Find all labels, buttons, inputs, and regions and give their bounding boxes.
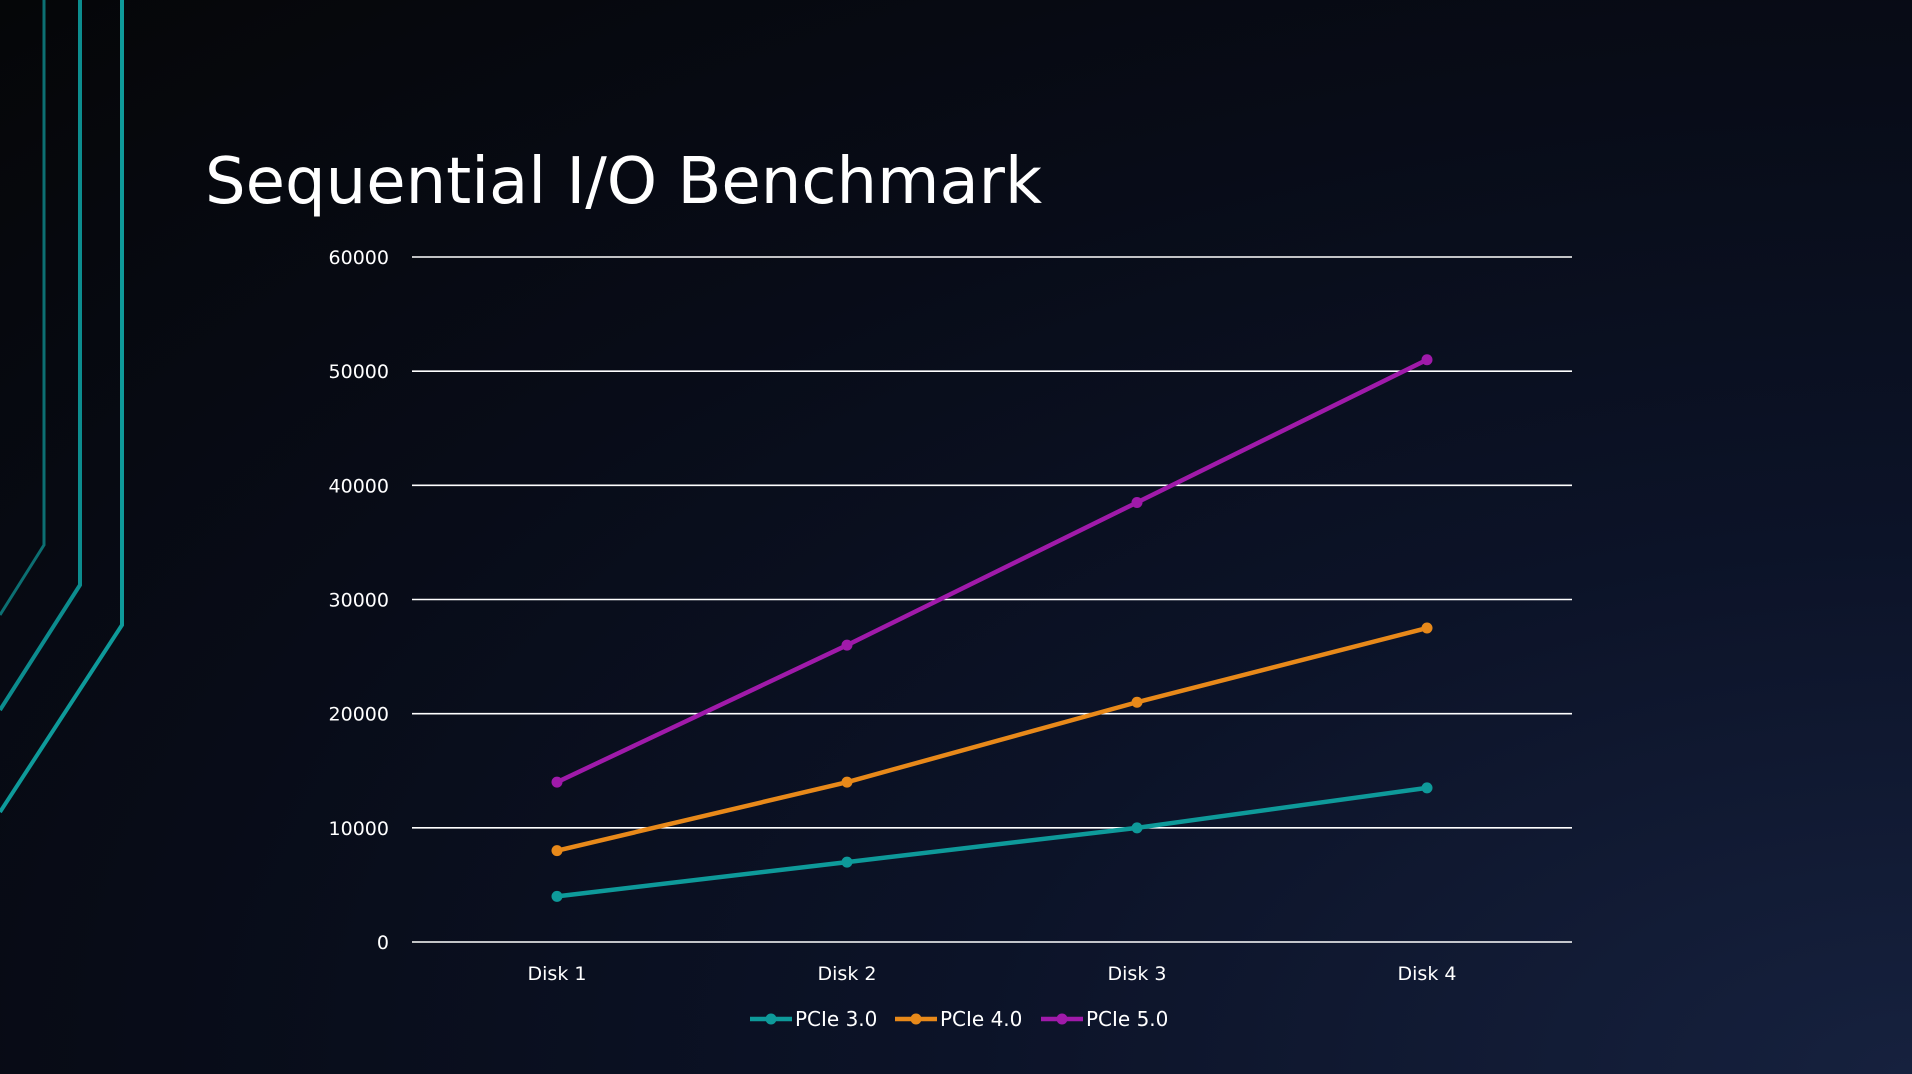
series-line-pcie-3-0 (557, 788, 1427, 896)
y-tick-label: 40000 (329, 475, 389, 497)
x-axis-tick-labels: Disk 1 Disk 2 Disk 3 Disk 4 (528, 963, 1457, 985)
legend-label: PCIe 5.0 (1086, 1007, 1168, 1031)
y-tick-label: 20000 (329, 704, 389, 726)
legend-item-pcie-3-0: PCIe 3.0 (750, 1007, 877, 1031)
legend-swatch-marker (1057, 1014, 1068, 1025)
y-tick-label: 50000 (329, 361, 389, 383)
x-tick-label: Disk 2 (818, 963, 877, 985)
data-point-pcie-4-0 (1132, 697, 1143, 708)
data-point-pcie-3-0 (552, 891, 563, 902)
series-line-pcie-4-0 (557, 628, 1427, 851)
data-point-pcie-3-0 (1422, 782, 1433, 793)
data-point-pcie-4-0 (552, 845, 563, 856)
legend: PCIe 3.0 PCIe 4.0 PCIe 5.0 (750, 1007, 1168, 1031)
data-point-pcie-3-0 (842, 857, 853, 868)
y-tick-label: 60000 (329, 247, 389, 269)
data-point-pcie-5-0 (1422, 354, 1433, 365)
y-tick-label: 30000 (329, 590, 389, 612)
data-point-pcie-5-0 (1132, 497, 1143, 508)
y-axis-tick-labels: 0 10000 20000 30000 40000 50000 60000 (329, 247, 389, 954)
data-point-pcie-5-0 (552, 777, 563, 788)
gridlines (412, 257, 1572, 942)
legend-label: PCIe 4.0 (940, 1007, 1022, 1031)
legend-item-pcie-4-0: PCIe 4.0 (895, 1007, 1022, 1031)
legend-swatch-marker (911, 1014, 922, 1025)
legend-swatch-marker (766, 1014, 777, 1025)
series-pcie-4-0 (552, 623, 1433, 857)
series-pcie-3-0 (552, 782, 1433, 901)
data-point-pcie-4-0 (842, 777, 853, 788)
y-tick-label: 10000 (329, 818, 389, 840)
data-point-pcie-4-0 (1422, 623, 1433, 634)
legend-item-pcie-5-0: PCIe 5.0 (1041, 1007, 1168, 1031)
series-pcie-5-0 (552, 354, 1433, 787)
series-lines (552, 354, 1433, 902)
data-point-pcie-5-0 (842, 640, 853, 651)
x-tick-label: Disk 3 (1108, 963, 1167, 985)
data-point-pcie-3-0 (1132, 822, 1143, 833)
y-tick-label: 0 (377, 932, 389, 954)
series-line-pcie-5-0 (557, 360, 1427, 782)
legend-label: PCIe 3.0 (795, 1007, 877, 1031)
x-tick-label: Disk 1 (528, 963, 587, 985)
x-tick-label: Disk 4 (1398, 963, 1457, 985)
